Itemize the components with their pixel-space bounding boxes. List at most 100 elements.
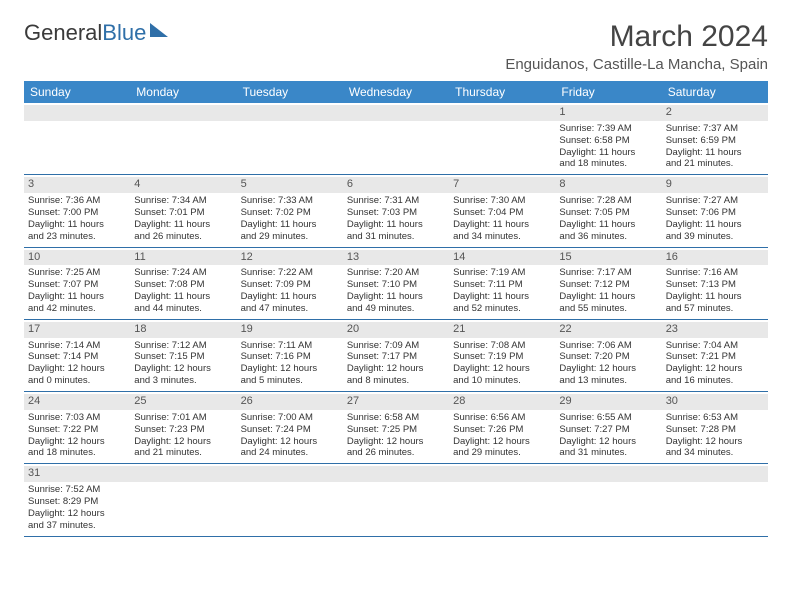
daylight-text: Daylight: 12 hours [134,436,232,448]
day-number: 1 [555,105,661,121]
daylight-text: Daylight: 11 hours [666,291,764,303]
daylight-text: Daylight: 11 hours [28,291,126,303]
daylight-text: Daylight: 12 hours [134,363,232,375]
day-cell: 7 Sunrise: 7:30 AMSunset: 7:04 PMDaylight… [449,175,555,246]
day-number: 24 [24,394,130,410]
week-row: 1Sunrise: 7:39 AMSunset: 6:58 PMDaylight… [24,103,768,175]
sunrise-text: Sunrise: 7:06 AM [559,340,657,352]
daylight-text: and 16 minutes. [666,375,764,387]
sunset-text: Sunset: 7:25 PM [347,424,445,436]
day-number: 2 [662,105,768,121]
day-cell: 10Sunrise: 7:25 AMSunset: 7:07 PMDayligh… [24,248,130,319]
day-cell: 18Sunrise: 7:12 AMSunset: 7:15 PMDayligh… [130,320,236,391]
sunset-text: Sunset: 7:04 PM [453,207,551,219]
day-cell-empty [343,464,449,535]
day-number: 6 [343,177,449,193]
day-number: 23 [662,322,768,338]
day-of-week-header: SundayMondayTuesdayWednesdayThursdayFrid… [24,81,768,103]
dow-cell: Sunday [24,81,130,103]
sunrise-text: Sunrise: 7:30 AM [453,195,551,207]
week-row: 10Sunrise: 7:25 AMSunset: 7:07 PMDayligh… [24,248,768,320]
day-cell-empty [237,464,343,535]
day-number: 15 [555,250,661,266]
sunset-text: Sunset: 7:03 PM [347,207,445,219]
sunrise-text: Sunrise: 6:55 AM [559,412,657,424]
sunrise-text: Sunrise: 7:22 AM [241,267,339,279]
sunrise-text: Sunrise: 7:31 AM [347,195,445,207]
dow-cell: Friday [555,81,661,103]
week-row: 31Sunrise: 7:52 AMSunset: 8:29 PMDayligh… [24,464,768,536]
dow-cell: Wednesday [343,81,449,103]
day-number: 7 [449,177,555,193]
logo-part2: Blue [102,20,146,45]
sunrise-text: Sunrise: 7:08 AM [453,340,551,352]
daylight-text: and 49 minutes. [347,303,445,315]
daylight-text: and 13 minutes. [559,375,657,387]
sunset-text: Sunset: 8:29 PM [28,496,126,508]
sunrise-text: Sunrise: 7:19 AM [453,267,551,279]
day-number: 9 [662,177,768,193]
daylight-text: Daylight: 12 hours [28,363,126,375]
dow-cell: Saturday [662,81,768,103]
day-cell: 13Sunrise: 7:20 AMSunset: 7:10 PMDayligh… [343,248,449,319]
sunset-text: Sunset: 7:01 PM [134,207,232,219]
logo-part1: General [24,20,102,45]
day-number: 20 [343,322,449,338]
daylight-text: and 34 minutes. [666,447,764,459]
daylight-text: and 57 minutes. [666,303,764,315]
day-number: 28 [449,394,555,410]
day-cell-empty [662,464,768,535]
title-block: March 2024 Enguidanos, Castille-La Manch… [505,20,768,73]
daylight-text: Daylight: 11 hours [453,219,551,231]
daylight-text: and 21 minutes. [134,447,232,459]
day-number: 16 [662,250,768,266]
day-cell: 14Sunrise: 7:19 AMSunset: 7:11 PMDayligh… [449,248,555,319]
day-number: 12 [237,250,343,266]
dow-cell: Monday [130,81,236,103]
sunset-text: Sunset: 7:02 PM [241,207,339,219]
day-number [237,105,343,121]
day-number [343,466,449,482]
weeks-container: 1Sunrise: 7:39 AMSunset: 6:58 PMDaylight… [24,103,768,537]
day-number: 19 [237,322,343,338]
week-row: 17Sunrise: 7:14 AMSunset: 7:14 PMDayligh… [24,320,768,392]
daylight-text: and 39 minutes. [666,231,764,243]
day-cell-empty [555,464,661,535]
sunrise-text: Sunrise: 7:11 AM [241,340,339,352]
daylight-text: and 18 minutes. [28,447,126,459]
daylight-text: and 0 minutes. [28,375,126,387]
day-number: 27 [343,394,449,410]
day-cell: 26Sunrise: 7:00 AMSunset: 7:24 PMDayligh… [237,392,343,463]
day-number [449,105,555,121]
daylight-text: Daylight: 11 hours [241,291,339,303]
daylight-text: Daylight: 11 hours [559,219,657,231]
day-cell-empty [130,464,236,535]
day-number [555,466,661,482]
day-cell: 3Sunrise: 7:36 AMSunset: 7:00 PMDaylight… [24,175,130,246]
header: GeneralBlue March 2024 Enguidanos, Casti… [24,20,768,73]
daylight-text: and 26 minutes. [134,231,232,243]
sunset-text: Sunset: 7:12 PM [559,279,657,291]
logo-text: GeneralBlue [24,20,146,46]
day-cell: 19Sunrise: 7:11 AMSunset: 7:16 PMDayligh… [237,320,343,391]
daylight-text: Daylight: 11 hours [559,291,657,303]
daylight-text: and 31 minutes. [347,231,445,243]
dow-cell: Tuesday [237,81,343,103]
daylight-text: and 26 minutes. [347,447,445,459]
day-cell: 16Sunrise: 7:16 AMSunset: 7:13 PMDayligh… [662,248,768,319]
daylight-text: Daylight: 11 hours [347,291,445,303]
sunrise-text: Sunrise: 7:34 AM [134,195,232,207]
day-number: 29 [555,394,661,410]
day-cell: 24Sunrise: 7:03 AMSunset: 7:22 PMDayligh… [24,392,130,463]
day-cell: 21Sunrise: 7:08 AMSunset: 7:19 PMDayligh… [449,320,555,391]
sunset-text: Sunset: 7:09 PM [241,279,339,291]
day-cell: 30Sunrise: 6:53 AMSunset: 7:28 PMDayligh… [662,392,768,463]
logo: GeneralBlue [24,20,168,46]
sunrise-text: Sunrise: 7:00 AM [241,412,339,424]
day-number: 17 [24,322,130,338]
sunrise-text: Sunrise: 7:20 AM [347,267,445,279]
daylight-text: and 31 minutes. [559,447,657,459]
daylight-text: Daylight: 12 hours [453,363,551,375]
daylight-text: and 47 minutes. [241,303,339,315]
sunrise-text: Sunrise: 7:28 AM [559,195,657,207]
